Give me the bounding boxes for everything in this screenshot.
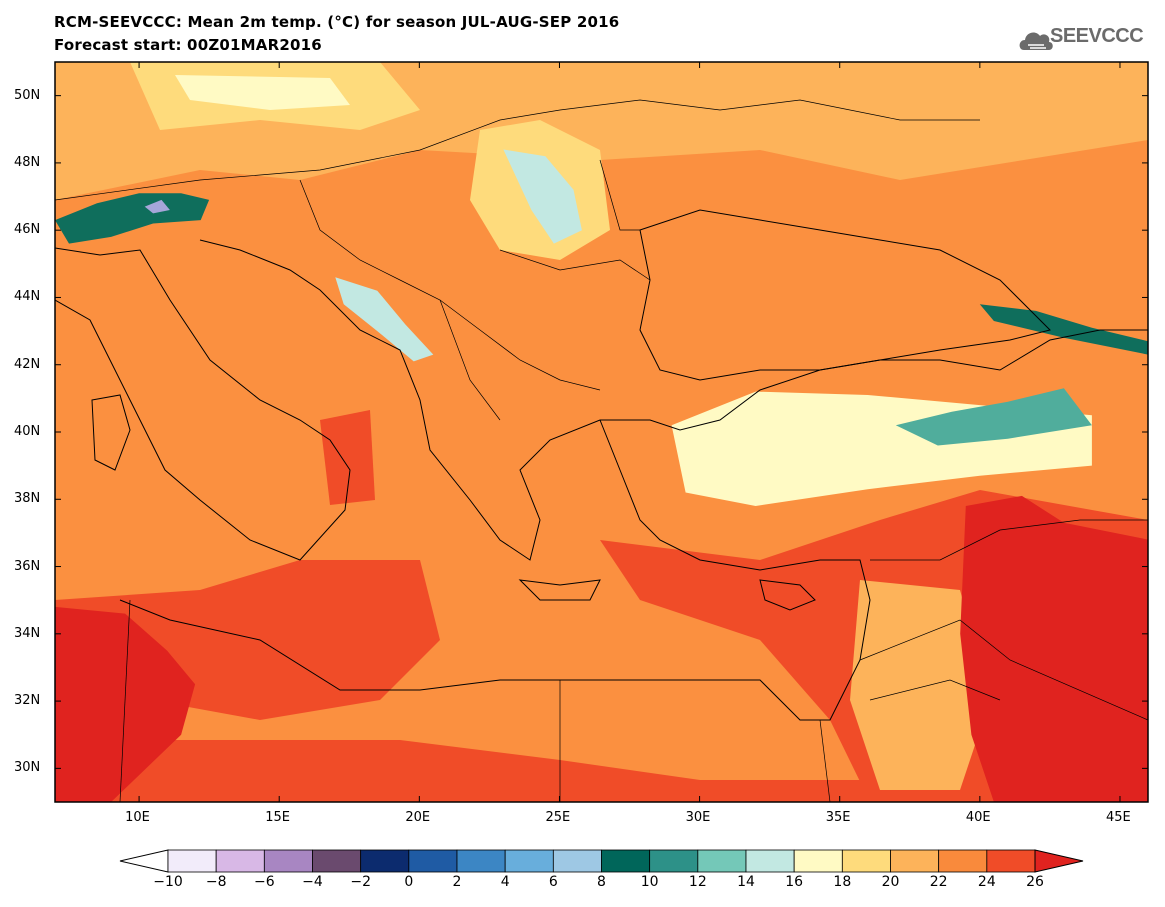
colorbar-label: 24 xyxy=(977,874,996,890)
country-borders xyxy=(55,99,1148,802)
lon-label-10E: 10E xyxy=(125,810,150,825)
region-mesopotamia-hot xyxy=(960,495,1148,802)
colorbar-label: −4 xyxy=(302,874,323,890)
colorbar-segment xyxy=(890,849,940,873)
colorbar-segment xyxy=(215,849,265,873)
colorbar-segment xyxy=(263,849,313,873)
lat-label-48N: 48N xyxy=(14,154,41,170)
colorbar-label: 22 xyxy=(929,874,948,890)
colorbar-label: −8 xyxy=(205,874,227,890)
colorbar-segment xyxy=(986,849,1036,873)
lon-label-45E: 45E xyxy=(1105,810,1131,825)
colorbar-label: 2 xyxy=(452,874,462,890)
colorbar-segment xyxy=(841,849,891,873)
colorbar-segment xyxy=(360,849,410,873)
colorbar-segment xyxy=(552,849,602,873)
forecast-start-subtitle: Forecast start: 00Z01MAR2016 xyxy=(54,36,322,54)
colorbar-under-triangle xyxy=(119,849,169,873)
syria-desert-field xyxy=(850,580,990,790)
lon-label-40E: 40E xyxy=(965,810,991,825)
colorbar-label: −10 xyxy=(153,874,183,890)
lat-label-30N: 30N xyxy=(14,760,41,776)
colorbar-segment xyxy=(649,849,699,873)
colorbar-segment xyxy=(167,849,217,873)
lat-label-32N: 32N xyxy=(14,693,41,709)
colorbar-segment xyxy=(504,849,554,873)
colorbar-segment xyxy=(456,849,506,873)
lon-label-15E: 15E xyxy=(265,810,290,825)
lat-label-42N: 42N xyxy=(14,356,41,372)
colorbar-segment xyxy=(601,849,651,873)
cloud-icon xyxy=(1019,32,1053,50)
map-title: RCM-SEEVCCC: Mean 2m temp. (°C) for seas… xyxy=(54,13,620,31)
lat-label-44N: 44N xyxy=(14,289,41,305)
colorbar-label: 12 xyxy=(688,874,707,890)
region-carpathians-cool xyxy=(503,149,582,244)
lon-label-25E: 25E xyxy=(545,810,571,825)
logo-text: SEEVCCC xyxy=(1050,25,1144,47)
colorbar-segment xyxy=(408,849,458,873)
colorbar-label: 26 xyxy=(1026,874,1044,890)
colorbar-label: 14 xyxy=(737,874,755,890)
colorbar-segment xyxy=(745,849,795,873)
lat-label-38N: 38N xyxy=(14,491,41,507)
region-caucasus-cold xyxy=(979,304,1148,355)
region-alps-peak xyxy=(144,199,170,214)
colorbar-segment xyxy=(697,849,747,873)
egypt-hot xyxy=(55,740,870,802)
colorbar-segment xyxy=(312,849,362,873)
lon-label-35E: 35E xyxy=(825,810,851,825)
colorbar-label: 0 xyxy=(404,874,414,890)
colorbar-segment xyxy=(793,849,843,873)
lat-label-40N: 40N xyxy=(14,424,41,439)
colorbar-over-triangle xyxy=(1034,849,1084,873)
lon-label-30E: 30E xyxy=(685,810,711,825)
lat-label-46N: 46N xyxy=(14,222,41,238)
lon-label-20E: 20E xyxy=(405,810,431,825)
colorbar-label: 6 xyxy=(548,874,558,890)
colorbar-label: −2 xyxy=(350,874,371,890)
colorbar-label: 10 xyxy=(640,874,659,890)
colorbar-label: −6 xyxy=(254,874,275,890)
central-europe-cool xyxy=(175,75,350,110)
region-dinarides-cool xyxy=(335,277,434,362)
colorbar-label: 4 xyxy=(500,874,510,890)
colorbar-label: 16 xyxy=(785,874,804,890)
colorbar xyxy=(119,849,1084,873)
colorbar-segment xyxy=(938,849,988,873)
lat-label-36N: 36N xyxy=(14,558,41,574)
region-alps-cold-band xyxy=(55,193,210,244)
coastlines xyxy=(55,209,1148,721)
ionian-hot xyxy=(320,410,375,505)
lat-label-34N: 34N xyxy=(14,625,41,641)
region-anatolia-cold xyxy=(895,388,1092,446)
colorbar-label: 18 xyxy=(833,874,852,890)
colorbar-label: 8 xyxy=(597,874,606,890)
lat-label-50N: 50N xyxy=(14,87,41,103)
colorbar-label: 20 xyxy=(881,874,900,890)
